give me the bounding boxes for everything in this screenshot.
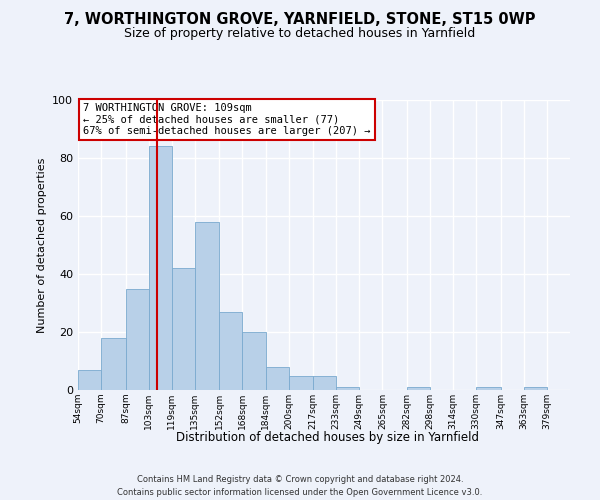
Bar (242, 332, 266, 390)
Text: Distribution of detached houses by size in Yarnfield: Distribution of detached houses by size … (176, 431, 479, 444)
Bar (476, 387, 501, 390)
Bar (289, 376, 313, 390)
Bar (266, 367, 289, 390)
Y-axis label: Number of detached properties: Number of detached properties (37, 158, 47, 332)
Bar (195, 222, 220, 390)
Bar (524, 387, 547, 390)
Bar (78, 370, 101, 390)
Bar (125, 288, 149, 390)
Bar (149, 146, 172, 390)
Text: 7, WORTHINGTON GROVE, YARNFIELD, STONE, ST15 0WP: 7, WORTHINGTON GROVE, YARNFIELD, STONE, … (64, 12, 536, 28)
Text: Contains HM Land Registry data © Crown copyright and database right 2024.: Contains HM Land Registry data © Crown c… (137, 476, 463, 484)
Bar (172, 268, 195, 390)
Text: Size of property relative to detached houses in Yarnfield: Size of property relative to detached ho… (124, 28, 476, 40)
Bar (313, 376, 336, 390)
Text: Contains public sector information licensed under the Open Government Licence v3: Contains public sector information licen… (118, 488, 482, 497)
Text: 7 WORTHINGTON GROVE: 109sqm
← 25% of detached houses are smaller (77)
67% of sem: 7 WORTHINGTON GROVE: 109sqm ← 25% of det… (83, 103, 370, 136)
Bar (336, 387, 359, 390)
Bar (101, 338, 125, 390)
Bar (220, 312, 242, 390)
Bar (407, 387, 430, 390)
